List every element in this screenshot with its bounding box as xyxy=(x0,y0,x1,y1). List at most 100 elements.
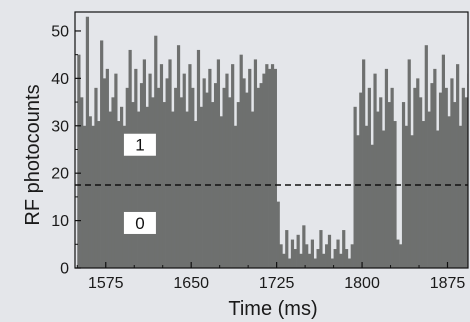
histogram-bar xyxy=(102,78,107,269)
histogram-bar xyxy=(464,97,468,268)
histogram-bar xyxy=(384,68,389,268)
histogram-bar xyxy=(196,49,201,269)
histogram-bar xyxy=(276,201,280,268)
histogram-bar xyxy=(117,121,121,268)
histogram-bar xyxy=(131,102,135,268)
histogram-bar xyxy=(273,68,277,268)
histogram-bar xyxy=(410,135,414,268)
histogram-bar xyxy=(430,83,434,268)
histogram-bars xyxy=(77,16,469,269)
histogram-bar xyxy=(94,87,98,268)
histogram-bar xyxy=(253,59,258,268)
histogram-bar xyxy=(382,130,386,268)
histogram-bar xyxy=(262,73,266,268)
histogram-bar xyxy=(316,249,320,268)
x-tick-label: 1875 xyxy=(430,275,466,292)
histogram-bar xyxy=(91,125,95,268)
histogram-bar xyxy=(199,106,203,268)
histogram-bar xyxy=(270,64,275,269)
histogram-bar xyxy=(330,258,334,268)
state-label-box xyxy=(123,133,156,156)
plot-frame xyxy=(74,11,469,269)
x-axis-title: Time (ms) xyxy=(228,298,317,320)
state-label: 1 xyxy=(135,136,144,155)
histogram-bar xyxy=(188,64,192,269)
x-axis: 1575 1650 1725 1800 1875 xyxy=(76,262,466,292)
y-tick-label: 40 xyxy=(51,71,69,88)
histogram-bar xyxy=(265,64,269,269)
histogram-bar xyxy=(362,59,366,268)
y-tick-label: 0 xyxy=(60,261,69,278)
histogram-bar xyxy=(393,121,397,268)
histogram-bar xyxy=(128,49,132,269)
histogram-bar xyxy=(302,225,306,268)
histogram-bar xyxy=(137,111,141,268)
histogram-bar xyxy=(208,68,212,268)
histogram-bar xyxy=(231,64,235,269)
histogram-bar xyxy=(80,97,84,268)
histogram-bar xyxy=(436,130,440,268)
histogram-bar xyxy=(319,230,323,268)
histogram-bar xyxy=(233,125,238,268)
histogram-bar xyxy=(458,125,463,268)
x-tick-label: 1650 xyxy=(173,275,209,292)
histogram-bar xyxy=(364,125,369,268)
histogram-bar xyxy=(148,73,152,268)
histogram-bar xyxy=(441,54,445,268)
y-axis: 0 10 20 30 40 50 xyxy=(51,23,81,278)
histogram-bar xyxy=(367,87,371,268)
histogram-bar xyxy=(194,121,198,268)
histogram-bar xyxy=(399,244,403,268)
histogram-bar xyxy=(456,64,460,269)
histogram-bar xyxy=(85,16,90,268)
histogram-bar xyxy=(299,253,303,268)
histogram-bar xyxy=(453,102,457,268)
histogram-bar xyxy=(344,249,349,268)
histogram-bar xyxy=(356,135,360,268)
histogram-bar xyxy=(347,258,352,268)
histogram-bar xyxy=(185,111,189,268)
histogram-bar xyxy=(228,97,232,268)
histogram-bar xyxy=(120,106,124,268)
histogram-bar xyxy=(179,97,183,268)
histogram-bar xyxy=(376,111,380,268)
histogram-bar xyxy=(370,144,374,268)
histogram-bar xyxy=(82,125,87,268)
histogram-bar xyxy=(427,111,431,268)
histogram-bar xyxy=(108,111,112,268)
histogram-bar xyxy=(248,68,252,268)
histogram-bar xyxy=(401,102,406,268)
histogram-bar xyxy=(359,92,363,268)
state-label: 0 xyxy=(135,214,144,233)
histogram-bar xyxy=(168,59,172,268)
histogram-bar xyxy=(438,92,443,268)
histogram-bar xyxy=(202,78,206,269)
histogram-bar xyxy=(142,59,146,268)
x-tick-label: 1725 xyxy=(259,275,295,292)
state-labels: 10 xyxy=(123,133,156,234)
histogram-bar xyxy=(282,253,286,268)
histogram-bar xyxy=(390,87,394,268)
histogram-bar xyxy=(239,54,243,268)
histogram-bar xyxy=(122,125,127,268)
histogram-bar xyxy=(213,83,218,268)
histogram-bar xyxy=(322,253,326,268)
histogram-bar xyxy=(433,68,437,268)
histogram-bar xyxy=(404,125,408,268)
histogram-bar xyxy=(461,87,465,268)
histogram-bar xyxy=(407,59,411,268)
histogram-bar xyxy=(307,253,312,268)
histogram-bar xyxy=(350,244,354,268)
y-tick-label: 30 xyxy=(51,118,69,135)
histogram-bar xyxy=(134,68,138,268)
histogram-bar xyxy=(151,97,155,268)
histogram-bar xyxy=(245,92,249,268)
histogram-bar xyxy=(125,87,129,268)
histogram-bar xyxy=(97,121,101,268)
y-tick-label: 50 xyxy=(51,23,69,40)
histogram-bar xyxy=(450,78,454,269)
histogram-bar xyxy=(293,249,297,268)
x-tick-label: 1800 xyxy=(344,275,380,292)
histogram-bar xyxy=(139,83,144,268)
histogram-bar xyxy=(191,87,195,268)
